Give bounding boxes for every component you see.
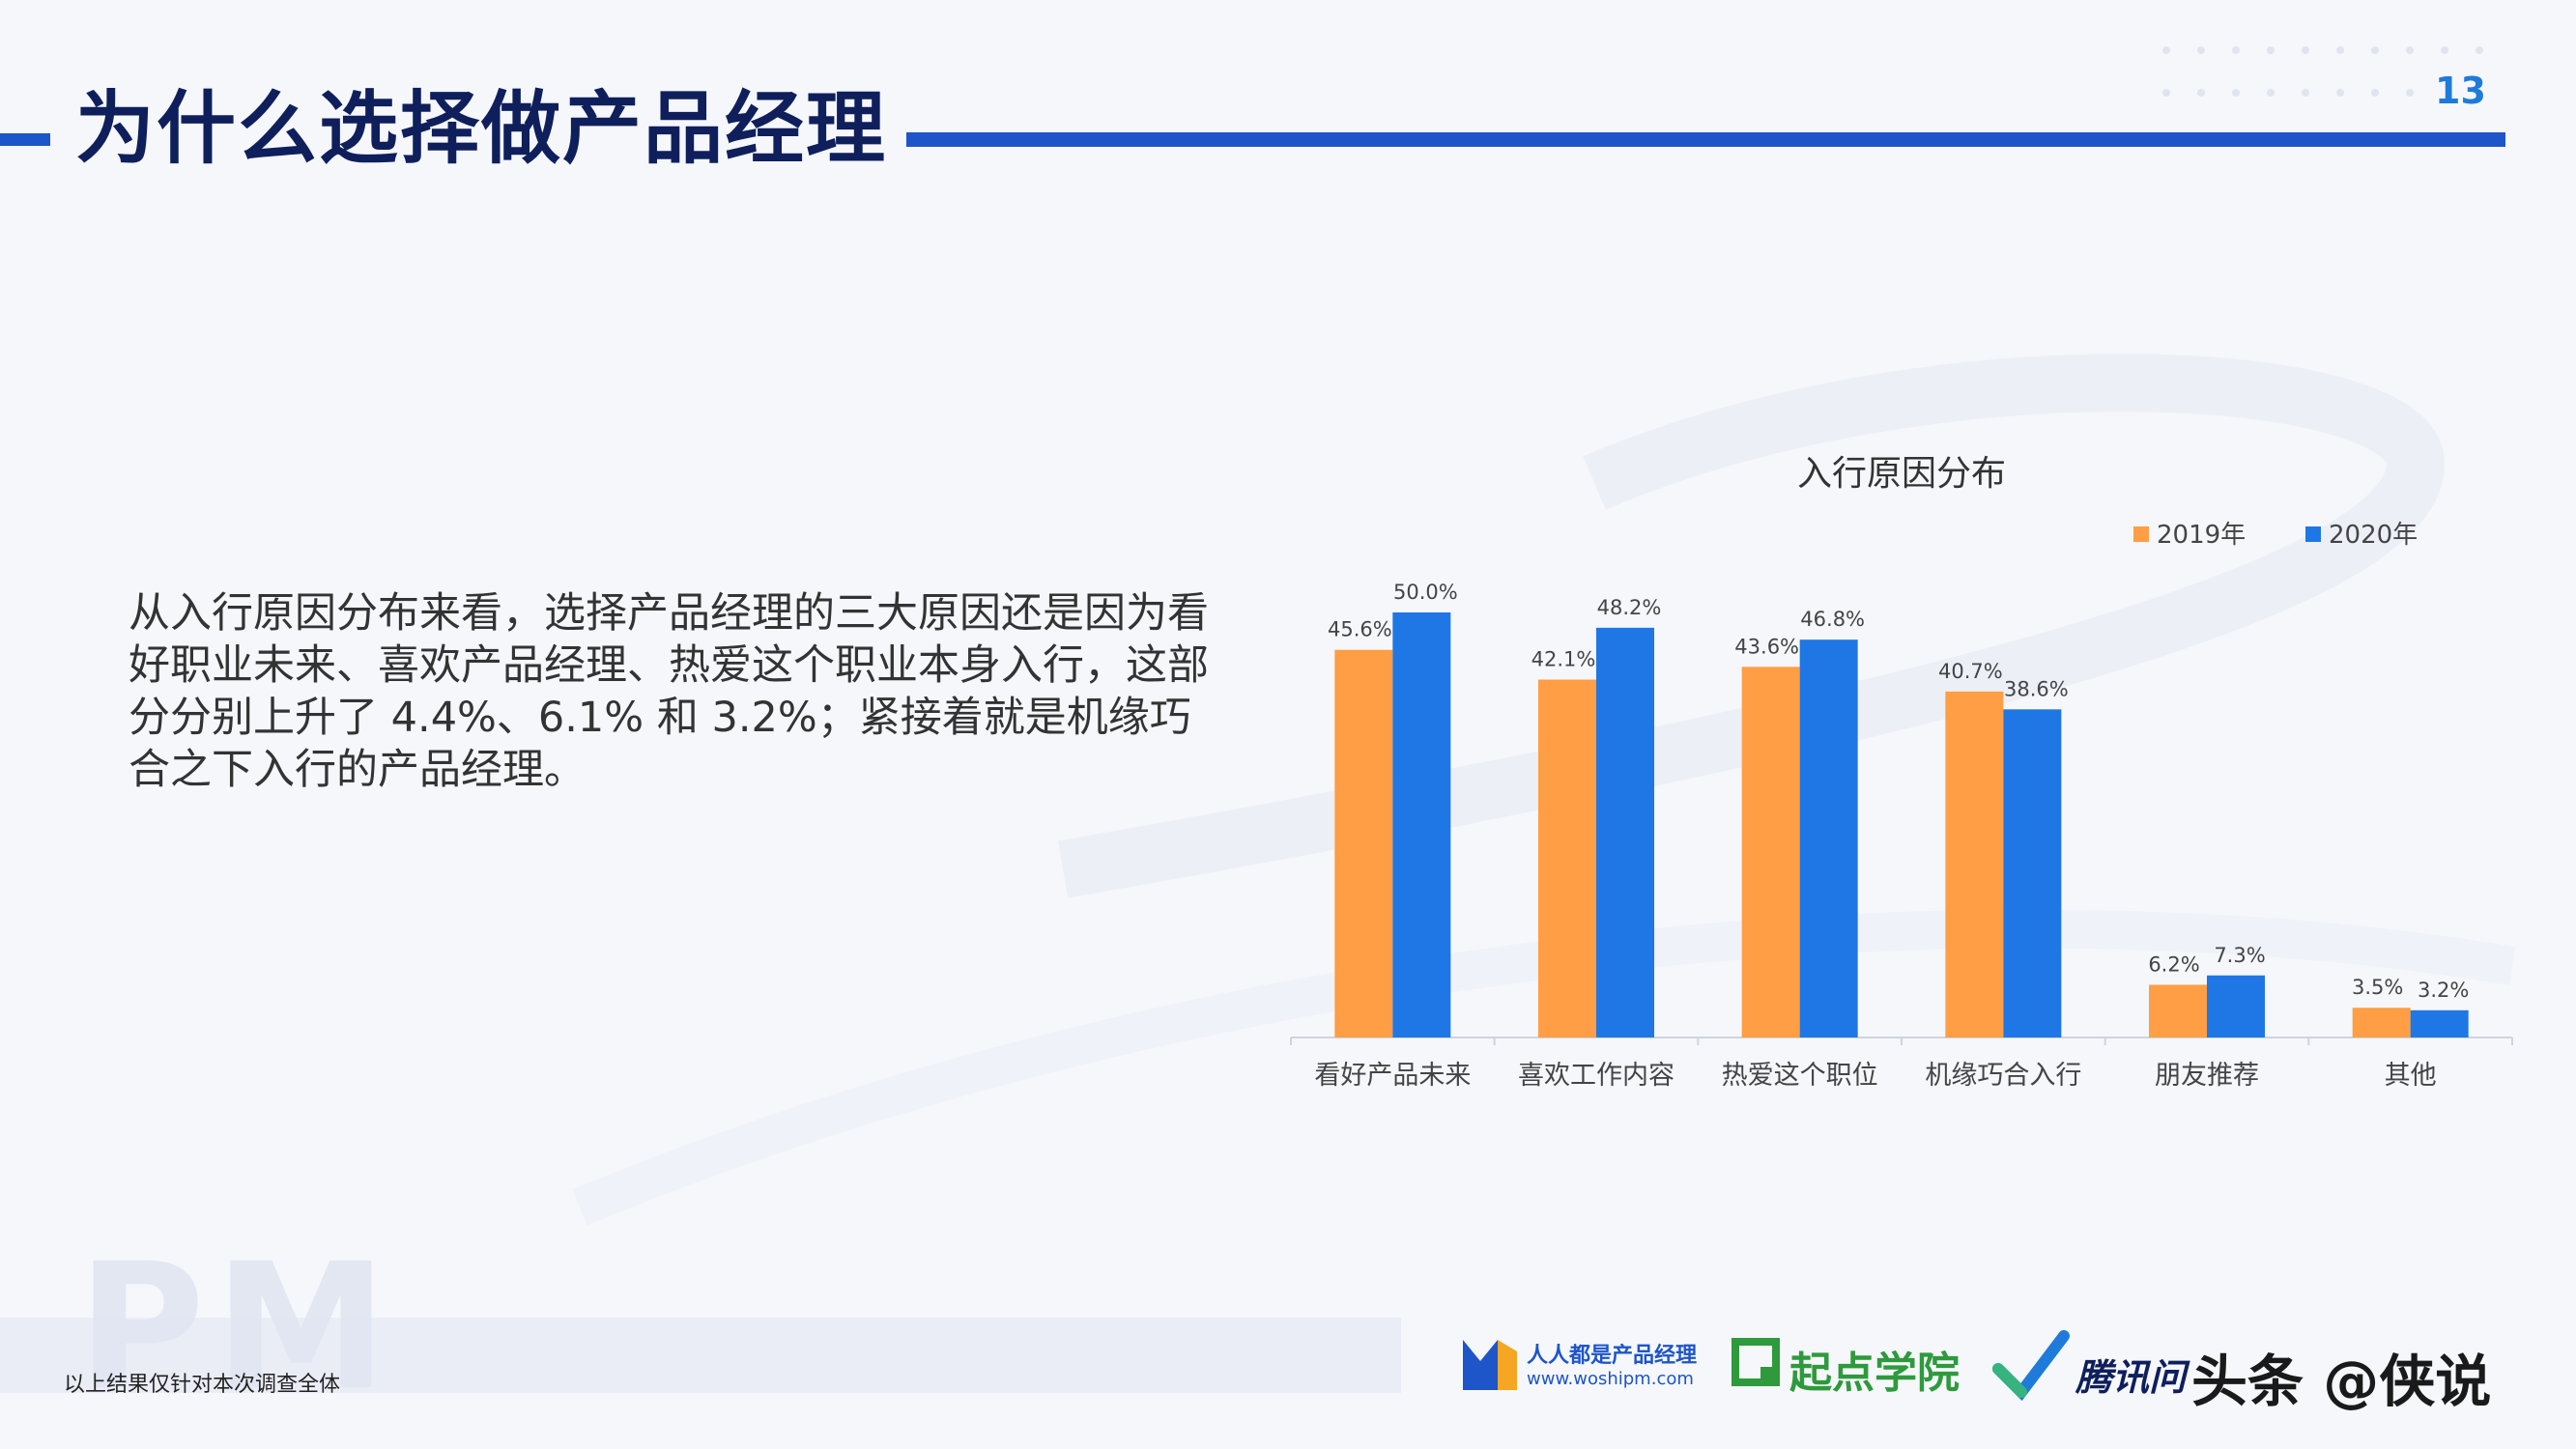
data-label-0-0: 45.6% xyxy=(1328,618,1392,641)
woshipm-mark-icon xyxy=(1463,1340,1517,1390)
data-label-1-0: 50.0% xyxy=(1393,581,1458,604)
category-label-0: 看好产品未来 xyxy=(1314,1061,1471,1091)
tencent-logo: 腾讯问 xyxy=(1992,1309,2244,1415)
decorative-dot-grid xyxy=(2162,46,2483,97)
bar-0-4 xyxy=(2149,984,2207,1037)
qidian-mark-icon xyxy=(1732,1338,1780,1386)
bar-0-0 xyxy=(1334,649,1393,1037)
data-label-0-5: 3.5% xyxy=(2352,976,2403,999)
data-label-0-1: 42.1% xyxy=(1531,648,1596,671)
summary-paragraph: 从入行原因分布来看，选择产品经理的三大原因还是因为看好职业未来、喜欢产品经理、热… xyxy=(129,589,1209,794)
data-label-0-3: 40.7% xyxy=(1938,660,2003,683)
woshipm-logo: 人人都是产品经理 www.woshipm.com xyxy=(1459,1309,1701,1415)
toutiao-watermark: 头条 @侠说 xyxy=(2191,1309,2539,1415)
bar-0-5 xyxy=(2352,1008,2411,1037)
bar-0-2 xyxy=(1741,667,1800,1037)
footnote: 以上结果仅针对本次调查全体 xyxy=(64,1373,341,1397)
partner-logos: 人人都是产品经理 www.woshipm.com 起点学院 腾讯问 头条 @侠说 xyxy=(1459,1309,2541,1415)
qidian-logo: 起点学院 xyxy=(1732,1309,1963,1415)
entry-reasons-bar-chart: 入行原因分布 2019年 2020年 45.6%50.0% 看好产品未来 42.1% 48.… xyxy=(1290,454,2513,1091)
legend-label-1: 2020年 xyxy=(2329,521,2418,550)
category-label-1: 喜欢工作内容 xyxy=(1518,1061,1674,1091)
bar-1-2 xyxy=(1799,639,1858,1037)
data-label-1-3: 38.6% xyxy=(2004,677,2069,700)
toutiao-text: 头条 @侠说 xyxy=(2191,1349,2492,1414)
header-accent-bar-right xyxy=(906,132,2505,147)
footer-band xyxy=(0,1318,1401,1393)
legend-label-0: 2019年 xyxy=(2157,521,2246,550)
data-label-0-2: 43.6% xyxy=(1734,635,1799,658)
bar-0-3 xyxy=(1945,691,2004,1037)
bar-1-3 xyxy=(2003,709,2062,1037)
legend-swatch-0 xyxy=(2133,526,2149,542)
data-label-0-4: 6.2% xyxy=(2148,952,2199,976)
data-label-1-4: 7.3% xyxy=(2214,944,2265,967)
chart-title: 入行原因分布 xyxy=(1797,454,2006,494)
tencent-name: 腾讯问 xyxy=(2075,1356,2187,1399)
bar-1-5 xyxy=(2410,1009,2469,1037)
checkmark-icon xyxy=(1992,1330,2070,1402)
bar-0-1 xyxy=(1538,679,1596,1037)
bar-1-0 xyxy=(1392,612,1451,1037)
category-label-3: 机缘巧合入行 xyxy=(1925,1061,2081,1091)
data-label-1-2: 46.8% xyxy=(1800,608,1865,631)
data-label-1-5: 3.2% xyxy=(2418,979,2469,1002)
bar-1-4 xyxy=(2207,975,2265,1037)
category-label-4: 朋友推荐 xyxy=(2155,1061,2259,1091)
header-accent-bar-left xyxy=(0,133,50,146)
page-number: 13 xyxy=(2435,70,2486,112)
category-label-5: 其他 xyxy=(2385,1061,2437,1091)
legend-swatch-1 xyxy=(2305,526,2321,542)
woshipm-name: 人人都是产品经理 xyxy=(1527,1344,1698,1368)
bar-1-1 xyxy=(1596,627,1654,1037)
page-title: 为什么选择做产品经理 xyxy=(75,83,888,175)
data-label-1-1: 48.2% xyxy=(1597,596,1662,619)
woshipm-url: www.woshipm.com xyxy=(1527,1369,1694,1389)
qidian-name: 起点学院 xyxy=(1789,1349,1960,1398)
category-label-2: 热爱这个职位 xyxy=(1722,1061,1878,1091)
